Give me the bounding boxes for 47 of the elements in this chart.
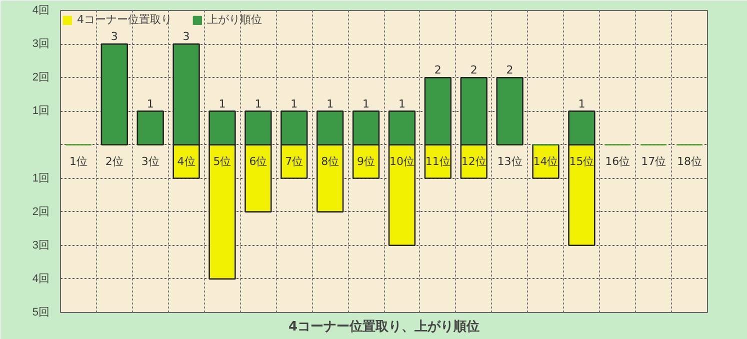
data-label: 1 — [254, 97, 262, 110]
y-tick-label: 4回 — [32, 4, 50, 16]
data-label: 1 — [146, 97, 154, 110]
data-label: 3 — [182, 30, 190, 44]
data-label: 1 — [218, 97, 226, 110]
data-label: 1 — [578, 97, 586, 110]
y-tick-label: 4回 — [32, 272, 50, 285]
x-tick-label: 2位 — [105, 155, 124, 168]
x-tick-label: 7位 — [285, 155, 304, 168]
y-tick-label: 3回 — [32, 239, 50, 252]
data-label: 1 — [362, 97, 370, 110]
x-tick-label: 16位 — [605, 155, 630, 168]
x-tick-label: 12位 — [461, 155, 486, 168]
data-label: 3 — [110, 30, 118, 44]
x-tick-label: 17位 — [641, 155, 666, 168]
x-tick-label: 6位 — [249, 155, 268, 168]
x-tick-label: 13位 — [497, 155, 522, 168]
y-tick-label: 3回 — [32, 38, 50, 50]
x-tick-label: 9位 — [357, 155, 376, 168]
bar — [532, 144, 560, 179]
text: 4コーナー位置取り、上がり順位 — [288, 320, 480, 334]
data-label: 2 — [434, 64, 442, 77]
x-tick-label: 3位 — [141, 155, 160, 168]
y-tick-label: 2回 — [32, 206, 50, 218]
x-tick-label: 14位 — [533, 155, 558, 168]
x-tick-label: 1位 — [69, 155, 88, 168]
bar — [100, 43, 128, 146]
data-label: 1 — [290, 97, 298, 110]
data-label: 1 — [326, 97, 334, 110]
x-tick-label: 11位 — [425, 155, 450, 168]
legend-label: 4コーナー位置取り — [77, 12, 172, 27]
legend-label: 上がり順位 — [207, 12, 262, 27]
y-tick-label: 1回 — [32, 105, 50, 118]
data-label: 2 — [470, 64, 478, 77]
x-tick-label: 15位 — [569, 155, 594, 168]
y-tick-label: 1回 — [32, 172, 50, 184]
x-tick-label: 18位 — [677, 155, 702, 168]
x-tick-label: 10位 — [389, 155, 414, 168]
bar — [496, 76, 524, 146]
x-tick-label: 8位 — [321, 155, 340, 168]
y-tick-label: 2回 — [32, 72, 50, 84]
x-tick-label: 5位 — [213, 155, 232, 168]
data-label: 1 — [398, 97, 406, 110]
bar — [136, 110, 164, 146]
x-tick-label: 4位 — [177, 155, 196, 168]
y-tick-label: 5回 — [32, 306, 50, 318]
data-label: 2 — [506, 64, 514, 77]
